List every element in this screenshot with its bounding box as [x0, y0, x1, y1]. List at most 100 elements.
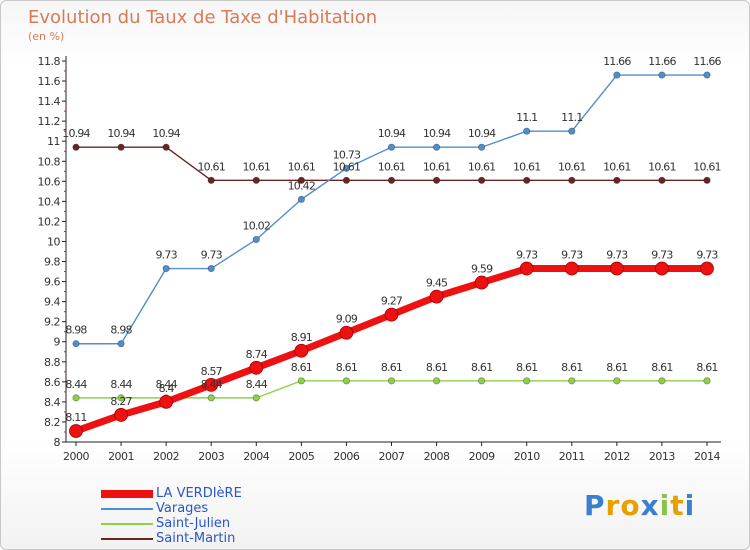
data-label: 10.94 [62, 127, 90, 140]
data-point [613, 71, 621, 79]
legend-swatch [101, 490, 153, 498]
data-label: 9.73 [696, 249, 718, 262]
data-label: 8.98 [65, 324, 87, 337]
data-label: 8.61 [516, 361, 537, 374]
data-point [117, 143, 125, 151]
data-point [655, 261, 669, 276]
x-tick-label: 2013 [649, 450, 675, 463]
legend-swatch [101, 538, 153, 540]
x-tick-label: 2012 [604, 450, 630, 463]
data-label: 10.61 [378, 160, 406, 173]
y-tick-label: 9.4 [44, 296, 60, 309]
data-point [387, 176, 396, 184]
data-label: 8.44 [65, 378, 87, 391]
data-point [387, 143, 396, 151]
chart-axes: 8 8.2 8.4 8.6 8.8 9 9.2 9.4 9.6 9.8 10 10.2 10.4 10.6… [38, 55, 721, 463]
data-point [568, 127, 576, 135]
y-tick-label: 8.8 [44, 356, 60, 369]
x-tick-label: 2009 [469, 450, 495, 463]
data-label: 10.61 [333, 160, 361, 173]
data-label: 10.61 [603, 160, 631, 173]
logo-letter: x [640, 489, 660, 522]
data-label: 8.44 [155, 378, 177, 391]
data-point [297, 195, 305, 203]
logo-letter: i [659, 489, 671, 522]
y-tick-label: 9.2 [44, 316, 60, 329]
y-tick-label: 11.6 [38, 75, 61, 88]
y-tick-label: 9.6 [44, 276, 60, 289]
logo-letter: P [584, 489, 606, 522]
x-tick-label: 2002 [153, 450, 179, 463]
data-label: 8.61 [426, 361, 447, 374]
chart-subtitle: (en %) [28, 30, 65, 43]
data-label: 11.1 [516, 111, 537, 124]
legend-swatch [101, 523, 153, 525]
data-label: 10.94 [423, 127, 451, 140]
data-label: 9.27 [381, 295, 403, 308]
x-tick-label: 2003 [198, 450, 224, 463]
data-label: 11.66 [603, 55, 631, 68]
data-label: 8.91 [291, 331, 312, 344]
y-tick-label: 10.6 [38, 175, 61, 188]
data-label: 8.44 [246, 378, 268, 391]
data-label: 9.73 [561, 249, 583, 262]
legend-label: Saint-Martin [156, 531, 236, 546]
data-point [568, 176, 576, 184]
data-point [613, 377, 621, 385]
data-label: 10.61 [243, 160, 271, 173]
x-tick-label: 2008 [424, 450, 450, 463]
data-point [342, 164, 351, 172]
data-label: 8.61 [381, 361, 402, 374]
legend-label: LA VERDIèRE [156, 486, 242, 501]
chart-title: Evolution du Taux de Taxe d'Habitation [28, 7, 378, 28]
y-tick-label: 9 [54, 336, 61, 349]
data-point [478, 377, 486, 385]
data-point [297, 176, 305, 184]
x-tick-label: 2010 [514, 450, 540, 463]
data-label: 9.73 [606, 249, 628, 262]
y-tick-label: 8.4 [44, 396, 60, 409]
x-tick-label: 2014 [694, 450, 720, 463]
data-label: 10.73 [333, 148, 361, 161]
data-point [568, 377, 576, 385]
logo-letter: i [684, 489, 696, 522]
x-tick-label: 2011 [559, 450, 585, 463]
data-label: 8.4 [159, 382, 175, 395]
data-label: 8.61 [606, 361, 627, 374]
data-label: 8.27 [110, 395, 132, 408]
data-point [252, 176, 260, 184]
data-point [162, 264, 170, 273]
y-tick-label: 8.2 [44, 416, 60, 429]
data-point [478, 143, 486, 151]
legend-swatch [101, 508, 153, 510]
data-point [342, 176, 351, 184]
y-tick-label: 8.6 [44, 376, 60, 389]
data-label: 8.61 [651, 361, 672, 374]
data-point [564, 261, 579, 276]
data-point [252, 235, 260, 244]
data-point [429, 289, 444, 304]
data-point [478, 176, 486, 184]
data-label: 8.61 [471, 361, 492, 374]
x-tick-label: 2006 [333, 450, 359, 463]
data-label: 9.73 [651, 249, 673, 262]
data-point [432, 143, 441, 151]
data-point [204, 377, 219, 392]
data-point [432, 176, 441, 184]
x-tick-label: 2005 [288, 450, 314, 463]
data-label: 8.61 [336, 361, 357, 374]
x-tick-label: 2007 [379, 450, 405, 463]
data-point [159, 394, 174, 409]
data-point [523, 127, 531, 135]
data-label: 9.45 [426, 277, 448, 290]
data-label: 10.61 [197, 160, 225, 173]
data-label: 10.61 [648, 160, 676, 173]
data-point [703, 71, 711, 79]
data-label: 8.98 [110, 324, 132, 337]
y-tick-label: 11.8 [38, 55, 61, 68]
data-point [117, 340, 125, 348]
data-point [72, 394, 80, 402]
data-label: 10.94 [152, 127, 180, 140]
